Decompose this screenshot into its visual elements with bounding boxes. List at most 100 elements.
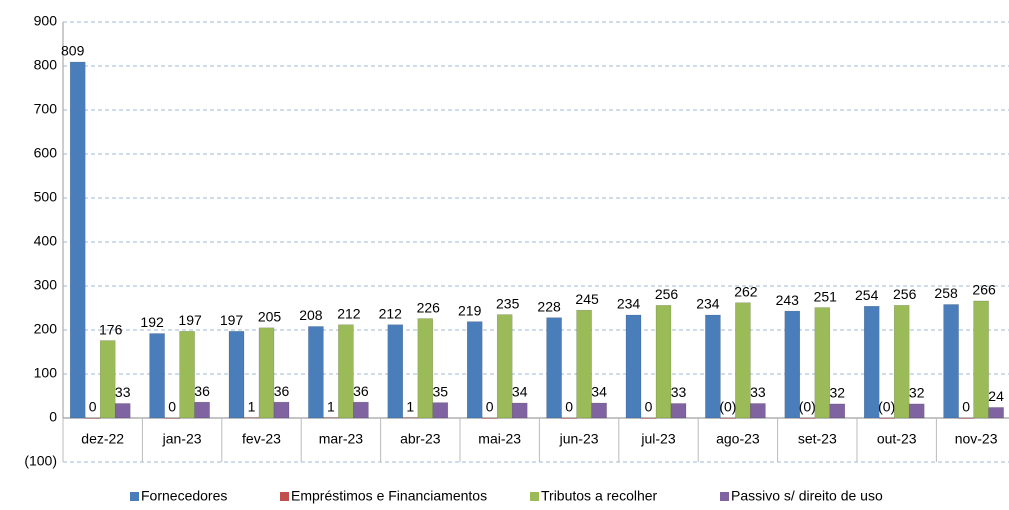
data-label: 176 <box>99 321 123 337</box>
data-label: 226 <box>417 299 441 315</box>
y-tick-label: 100 <box>34 365 58 381</box>
data-label: 36 <box>194 383 210 399</box>
data-label: 208 <box>299 307 323 323</box>
data-label: 0 <box>962 399 970 415</box>
data-label: 1 <box>248 398 256 414</box>
bar <box>908 403 925 419</box>
legend-label: Passivo s/ direito de uso <box>731 488 883 504</box>
x-tick-label: mar-23 <box>319 431 364 447</box>
bar <box>546 317 562 419</box>
bar <box>829 403 846 419</box>
data-label: 256 <box>655 286 679 302</box>
data-label: 197 <box>220 312 244 328</box>
data-label: 234 <box>696 296 720 312</box>
y-tick-label: 900 <box>34 13 58 29</box>
data-label: 234 <box>617 296 641 312</box>
bar <box>670 403 687 419</box>
bar <box>863 305 880 419</box>
data-label: 219 <box>458 302 482 318</box>
bar <box>228 331 245 419</box>
data-label: 205 <box>258 309 282 325</box>
data-label: 36 <box>274 383 290 399</box>
bar <box>323 417 339 419</box>
bar <box>149 333 165 419</box>
bar <box>273 401 290 419</box>
y-tick-label: 400 <box>34 233 58 249</box>
y-tick-label: (100) <box>24 453 57 469</box>
data-label: (0) <box>799 399 816 415</box>
bar <box>84 417 101 419</box>
data-label: 35 <box>433 383 449 399</box>
legend-label: Fornecedores <box>141 488 227 504</box>
data-label: 243 <box>776 292 800 308</box>
x-tick-label: mai-23 <box>478 431 521 447</box>
y-tick-label: 700 <box>34 101 58 117</box>
bar <box>466 321 483 419</box>
bar <box>625 314 642 419</box>
y-tick-label: 300 <box>34 277 58 293</box>
bar <box>750 403 766 419</box>
bar <box>417 318 434 419</box>
data-label: 0 <box>89 399 97 415</box>
data-label: 197 <box>178 312 202 328</box>
bar <box>591 402 607 419</box>
data-label: 36 <box>353 383 369 399</box>
bar <box>561 417 577 419</box>
data-label: 192 <box>140 314 164 330</box>
data-label: 34 <box>512 384 528 400</box>
data-label: 251 <box>814 288 838 304</box>
x-tick-label: dez-22 <box>81 431 124 447</box>
x-tick-label: nov-23 <box>955 431 998 447</box>
x-tick-label: jan-23 <box>162 431 202 447</box>
bar <box>243 417 260 419</box>
data-label: 254 <box>855 287 879 303</box>
bar <box>179 331 195 419</box>
data-label: 245 <box>575 291 599 307</box>
bar <box>640 417 657 419</box>
data-label: 0 <box>645 399 653 415</box>
data-label: 212 <box>337 305 361 321</box>
bar <box>338 324 354 419</box>
x-tick-label: jul-23 <box>640 431 675 447</box>
bar <box>735 302 751 419</box>
bar <box>194 401 210 419</box>
data-label: 212 <box>379 305 403 321</box>
x-tick-label: out-23 <box>877 431 917 447</box>
bar <box>353 401 369 419</box>
data-label: 33 <box>115 384 131 400</box>
bar <box>814 307 831 419</box>
data-label: 235 <box>496 295 520 311</box>
bar <box>784 310 801 419</box>
data-label: 32 <box>830 385 846 401</box>
legend-swatch <box>720 492 729 501</box>
data-label: 33 <box>750 384 766 400</box>
bar <box>387 324 404 419</box>
bar <box>308 326 324 419</box>
bar <box>69 61 86 419</box>
data-label: 32 <box>909 385 925 401</box>
data-label: 256 <box>893 286 917 302</box>
bar <box>655 305 672 419</box>
data-label: 262 <box>734 283 758 299</box>
data-label: 0 <box>565 399 573 415</box>
x-tick-label: abr-23 <box>400 431 441 447</box>
x-tick-label: set-23 <box>798 431 837 447</box>
bar <box>893 305 910 419</box>
data-label: 33 <box>671 384 687 400</box>
x-tick-label: ago-23 <box>716 431 760 447</box>
x-tick-label: fev-23 <box>242 431 281 447</box>
data-label: 34 <box>591 384 607 400</box>
bar <box>799 417 816 419</box>
data-label: 266 <box>972 282 996 298</box>
bar <box>164 417 180 419</box>
y-tick-label: 0 <box>49 409 57 425</box>
bar <box>576 309 592 419</box>
legend-swatch <box>280 492 289 501</box>
bar <box>943 304 959 419</box>
data-label: (0) <box>878 399 895 415</box>
data-label: 1 <box>406 398 414 414</box>
y-tick-label: 800 <box>34 57 58 73</box>
legend-label: Tributos a recolher <box>541 488 658 504</box>
bar <box>114 403 131 419</box>
